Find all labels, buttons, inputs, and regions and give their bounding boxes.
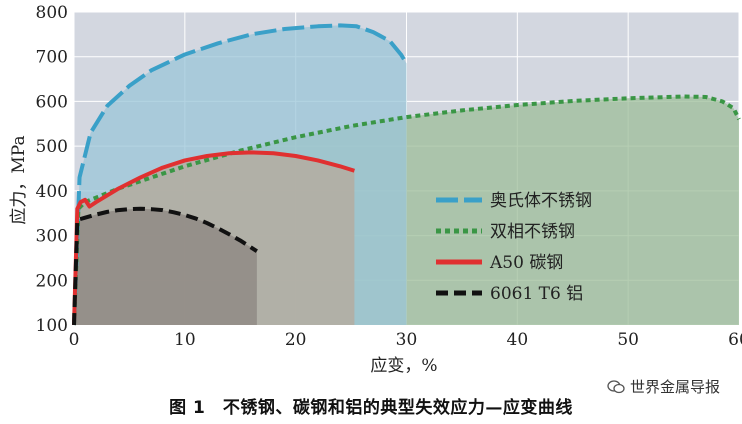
- area-fill: [74, 208, 257, 325]
- watermark-text: 世界金属导报: [629, 378, 720, 396]
- series-line: [72, 206, 258, 326]
- area-fills: [74, 25, 739, 326]
- legend-label: A50 碳钢: [489, 253, 563, 273]
- y-tick-label: 700: [36, 48, 68, 68]
- watermark: 世界金属导报: [607, 376, 720, 397]
- x-tick-label: 50: [617, 330, 639, 350]
- x-tick-label: 30: [396, 330, 418, 350]
- y-tick-label: 600: [36, 92, 68, 112]
- series-line: [72, 150, 356, 326]
- x-axis-ticks: 0 10 20 30 40 50 60: [69, 330, 742, 350]
- x-tick-label: 20: [285, 330, 307, 350]
- series-line: [72, 23, 409, 326]
- y-tick-label: 300: [36, 227, 68, 247]
- y-tick-label: 100: [36, 316, 68, 336]
- x-tick-label: 0: [69, 330, 80, 350]
- y-tick-label: 800: [36, 3, 68, 23]
- legend-label: 双相不锈钢: [490, 222, 575, 242]
- x-tick-label: 60: [728, 330, 742, 350]
- series-lines: [72, 23, 741, 326]
- legend-label: 奥氏体不锈钢: [490, 191, 592, 211]
- y-tick-label: 400: [36, 182, 68, 202]
- x-axis-title: 应变，%: [370, 356, 437, 376]
- wechat-icon: [607, 379, 625, 393]
- x-tick-label: 40: [507, 330, 529, 350]
- y-axis-ticks: 100 200 300 400 500 600 700 800: [36, 3, 68, 336]
- x-tick-label: 10: [174, 330, 196, 350]
- y-tick-label: 500: [36, 137, 68, 157]
- y-tick-label: 200: [36, 271, 68, 291]
- figure-caption: 图 1 不锈钢、碳钢和铝的典型失效应力—应变曲线: [169, 398, 573, 418]
- legend-label: 6061 T6 铝: [490, 284, 583, 304]
- y-axis-title: 应力，MPa: [9, 135, 29, 224]
- stress-strain-chart: 100 200 300 400 500 600 700 800 0 10 20 30 40 50 60 应…: [9, 3, 742, 376]
